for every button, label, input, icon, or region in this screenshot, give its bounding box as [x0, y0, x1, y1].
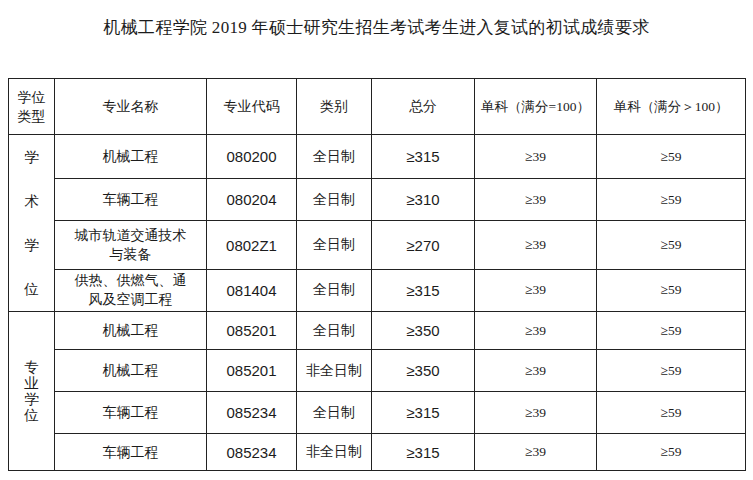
- header-total-score: 总分: [372, 79, 475, 135]
- header-category: 类别: [297, 79, 372, 135]
- category-cell: 非全日制: [297, 350, 372, 392]
- table-row: 车辆工程 080204 全日制 ≥310 ≥39 ≥59: [9, 179, 746, 221]
- code-cell: 085201: [207, 312, 297, 350]
- code-cell: 080200: [207, 135, 297, 179]
- total-score-cell: ≥310: [372, 179, 475, 221]
- single-gt100-cell: ≥59: [597, 221, 746, 269]
- single-eq100-cell: ≥39: [475, 221, 597, 269]
- table-row: 机械工程 085201 非全日制 ≥350 ≥39 ≥59: [9, 350, 746, 392]
- major-cell: 车辆工程: [55, 392, 207, 434]
- single-gt100-cell: ≥59: [597, 312, 746, 350]
- degree-type-cell-academic: 学术学位: [9, 135, 55, 312]
- code-cell: 085201: [207, 350, 297, 392]
- single-gt100-cell: ≥59: [597, 269, 746, 311]
- header-major-code: 专业代码: [207, 79, 297, 135]
- score-requirements-table: 学位类型 专业名称 专业代码 类别 总分 单科（满分=100） 单科（满分＞10…: [8, 78, 746, 471]
- single-gt100-cell: ≥59: [597, 135, 746, 179]
- major-cell: 机械工程: [55, 350, 207, 392]
- category-cell: 全日制: [297, 312, 372, 350]
- category-cell: 全日制: [297, 221, 372, 269]
- single-eq100-cell: ≥39: [475, 434, 597, 471]
- table-row: 专业学位 机械工程 085201 全日制 ≥350 ≥39 ≥59: [9, 312, 746, 350]
- document-page: 机械工程学院 2019 年硕士研究生招生考试考生进入复试的初试成绩要求 学位类型…: [0, 0, 753, 480]
- single-eq100-cell: ≥39: [475, 392, 597, 434]
- header-major-name: 专业名称: [55, 79, 207, 135]
- code-cell: 085234: [207, 392, 297, 434]
- category-cell: 全日制: [297, 135, 372, 179]
- category-cell: 全日制: [297, 269, 372, 311]
- single-gt100-cell: ≥59: [597, 434, 746, 471]
- header-single-eq100: 单科（满分=100）: [475, 79, 597, 135]
- total-score-cell: ≥350: [372, 350, 475, 392]
- total-score-cell: ≥350: [372, 312, 475, 350]
- major-cell: 机械工程: [55, 312, 207, 350]
- total-score-cell: ≥315: [372, 135, 475, 179]
- table-row: 供热、供燃气、通风及空调工程 081404 全日制 ≥315 ≥39 ≥59: [9, 269, 746, 311]
- category-cell: 全日制: [297, 392, 372, 434]
- single-eq100-cell: ≥39: [475, 269, 597, 311]
- single-eq100-cell: ≥39: [475, 350, 597, 392]
- degree-type-cell-professional: 专业学位: [9, 312, 55, 471]
- code-cell: 0802Z1: [207, 221, 297, 269]
- major-cell: 供热、供燃气、通风及空调工程: [55, 269, 207, 311]
- single-eq100-cell: ≥39: [475, 135, 597, 179]
- table-row: 学术学位 机械工程 080200 全日制 ≥315 ≥39 ≥59: [9, 135, 746, 179]
- category-cell: 非全日制: [297, 434, 372, 471]
- header-degree-type: 学位类型: [9, 79, 55, 135]
- major-cell: 车辆工程: [55, 179, 207, 221]
- table-row: 城市轨道交通技术与装备 0802Z1 全日制 ≥270 ≥39 ≥59: [9, 221, 746, 269]
- page-title: 机械工程学院 2019 年硕士研究生招生考试考生进入复试的初试成绩要求: [0, 0, 753, 39]
- header-single-gt100: 单科（满分＞100）: [597, 79, 746, 135]
- total-score-cell: ≥315: [372, 392, 475, 434]
- single-eq100-cell: ≥39: [475, 179, 597, 221]
- major-cell: 城市轨道交通技术与装备: [55, 221, 207, 269]
- single-gt100-cell: ≥59: [597, 392, 746, 434]
- table-row: 车辆工程 085234 非全日制 ≥315 ≥39 ≥59: [9, 434, 746, 471]
- single-gt100-cell: ≥59: [597, 179, 746, 221]
- total-score-cell: ≥315: [372, 269, 475, 311]
- category-cell: 全日制: [297, 179, 372, 221]
- code-cell: 085234: [207, 434, 297, 471]
- major-cell: 车辆工程: [55, 434, 207, 471]
- table-row: 车辆工程 085234 全日制 ≥315 ≥39 ≥59: [9, 392, 746, 434]
- code-cell: 080204: [207, 179, 297, 221]
- total-score-cell: ≥270: [372, 221, 475, 269]
- table-header-row: 学位类型 专业名称 专业代码 类别 总分 单科（满分=100） 单科（满分＞10…: [9, 79, 746, 135]
- major-cell: 机械工程: [55, 135, 207, 179]
- single-eq100-cell: ≥39: [475, 312, 597, 350]
- code-cell: 081404: [207, 269, 297, 311]
- total-score-cell: ≥315: [372, 434, 475, 471]
- single-gt100-cell: ≥59: [597, 350, 746, 392]
